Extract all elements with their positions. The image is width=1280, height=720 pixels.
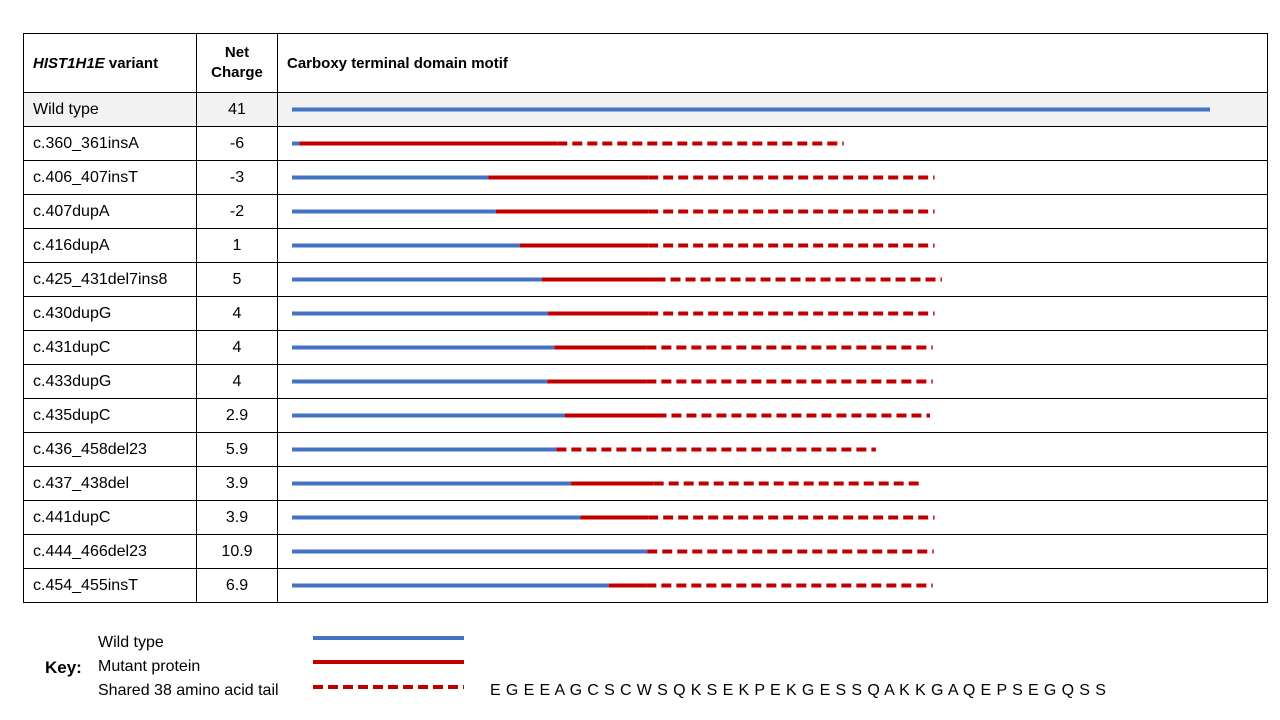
motif-diagram bbox=[292, 141, 844, 146]
variant-name: c.435dupC bbox=[23, 398, 197, 433]
table-row: c.436_458del23 5.9 bbox=[23, 432, 1268, 467]
motif-diagram-cell bbox=[277, 194, 1268, 229]
variant-name: c.436_458del23 bbox=[23, 432, 197, 467]
net-charge: 3.9 bbox=[196, 500, 278, 535]
table-row: c.430dupG 4 bbox=[23, 296, 1268, 331]
table-row: c.444_466del23 10.9 bbox=[23, 534, 1268, 569]
charge-column-header: Net Charge bbox=[196, 33, 278, 93]
variant-name: c.441dupC bbox=[23, 500, 197, 535]
net-charge: 4 bbox=[196, 296, 278, 331]
table-row: c.433dupG 4 bbox=[23, 364, 1268, 399]
motif-diagram-cell bbox=[277, 126, 1268, 161]
charge-header-line1: Net bbox=[224, 44, 250, 61]
motif-diagram bbox=[292, 209, 935, 214]
motif-diagram bbox=[292, 277, 942, 282]
variant-name: c.416dupA bbox=[23, 228, 197, 263]
table-row: c.454_455insT 6.9 bbox=[23, 568, 1268, 603]
motif-diagram-cell bbox=[277, 500, 1268, 535]
net-charge: 4 bbox=[196, 364, 278, 399]
variant-name: c.407dupA bbox=[23, 194, 197, 229]
motif-diagram-cell bbox=[277, 534, 1268, 569]
table-row: c.406_407insT -3 bbox=[23, 160, 1268, 195]
table-row: c.431dupC 4 bbox=[23, 330, 1268, 365]
motif-diagram-cell bbox=[277, 398, 1268, 433]
net-charge: -2 bbox=[196, 194, 278, 229]
motif-diagram bbox=[292, 447, 876, 452]
motif-diagram bbox=[292, 481, 921, 486]
gene-name: HIST1H1E bbox=[33, 54, 105, 72]
variant-name: c.431dupC bbox=[23, 330, 197, 365]
motif-diagram bbox=[292, 243, 935, 248]
motif-diagram-cell bbox=[277, 296, 1268, 331]
net-charge: 5.9 bbox=[196, 432, 278, 467]
motif-diagram-cell bbox=[277, 466, 1268, 501]
motif-diagram bbox=[292, 515, 935, 520]
table-row: c.437_438del 3.9 bbox=[23, 466, 1268, 501]
net-charge: 10.9 bbox=[196, 534, 278, 569]
motif-diagram-cell bbox=[277, 330, 1268, 365]
net-charge: 5 bbox=[196, 262, 278, 297]
motif-diagram bbox=[292, 311, 935, 316]
table-row: c.425_431del7ins8 5 bbox=[23, 262, 1268, 297]
legend: Key: Wild type Mutant protein Shared 38 … bbox=[0, 620, 1280, 720]
net-charge: -6 bbox=[196, 126, 278, 161]
header-row: HIST1H1E variant Net Charge Carboxy termi… bbox=[23, 33, 1268, 93]
net-charge: 4 bbox=[196, 330, 278, 365]
motif-column-header: Carboxy terminal domain motif bbox=[277, 33, 1268, 93]
motif-diagram bbox=[292, 107, 1210, 112]
motif-diagram-cell bbox=[277, 160, 1268, 195]
tail-sequence: E G E E A G C S C W S Q K S E K P E K G … bbox=[490, 682, 1107, 699]
variant-name: Wild type bbox=[23, 92, 197, 127]
variant-name: c.425_431del7ins8 bbox=[23, 262, 197, 297]
motif-diagram bbox=[292, 175, 935, 180]
motif-diagram-cell bbox=[277, 568, 1268, 603]
key-label-tail: Shared 38 amino acid tail bbox=[98, 682, 279, 699]
charge-header-line2: Charge bbox=[211, 64, 263, 81]
motif-diagram bbox=[292, 549, 934, 554]
variant-table: HIST1H1E variant Net Charge Carboxy termi… bbox=[23, 33, 1268, 603]
motif-diagram bbox=[292, 413, 931, 418]
motif-diagram bbox=[292, 583, 933, 588]
motif-diagram bbox=[292, 379, 933, 384]
net-charge: 3.9 bbox=[196, 466, 278, 501]
variant-name: c.454_455insT bbox=[23, 568, 197, 603]
variant-column-header: HIST1H1E variant bbox=[23, 33, 197, 93]
key-title: Key: bbox=[45, 658, 82, 677]
variant-name: c.433dupG bbox=[23, 364, 197, 399]
table-row: c.441dupC 3.9 bbox=[23, 500, 1268, 535]
variant-name: c.430dupG bbox=[23, 296, 197, 331]
motif-diagram-cell bbox=[277, 92, 1268, 127]
net-charge: -3 bbox=[196, 160, 278, 195]
motif-diagram bbox=[292, 345, 933, 350]
table-row: c.360_361insA -6 bbox=[23, 126, 1268, 161]
net-charge: 41 bbox=[196, 92, 278, 127]
key-label-mutant: Mutant protein bbox=[98, 658, 201, 675]
table-row: c.435dupC 2.9 bbox=[23, 398, 1268, 433]
motif-diagram-cell bbox=[277, 228, 1268, 263]
motif-diagram-cell bbox=[277, 432, 1268, 467]
motif-diagram-cell bbox=[277, 262, 1268, 297]
net-charge: 1 bbox=[196, 228, 278, 263]
variant-rows: Wild type 41 c.360_361insA -6 c.406_407insT -… bbox=[23, 92, 1268, 603]
legend-swatches bbox=[313, 636, 464, 689]
variant-name: c.444_466del23 bbox=[23, 534, 197, 569]
variant-name: c.437_438del bbox=[23, 466, 197, 501]
table-row: Wild type 41 bbox=[23, 92, 1268, 127]
table-row: c.407dupA -2 bbox=[23, 194, 1268, 229]
variant-word: variant bbox=[104, 54, 159, 72]
variant-name: c.360_361insA bbox=[23, 126, 197, 161]
net-charge: 2.9 bbox=[196, 398, 278, 433]
key-label-wild-type: Wild type bbox=[98, 634, 164, 651]
table-row: c.416dupA 1 bbox=[23, 228, 1268, 263]
motif-diagram-cell bbox=[277, 364, 1268, 399]
net-charge: 6.9 bbox=[196, 568, 278, 603]
variant-name: c.406_407insT bbox=[23, 160, 197, 195]
